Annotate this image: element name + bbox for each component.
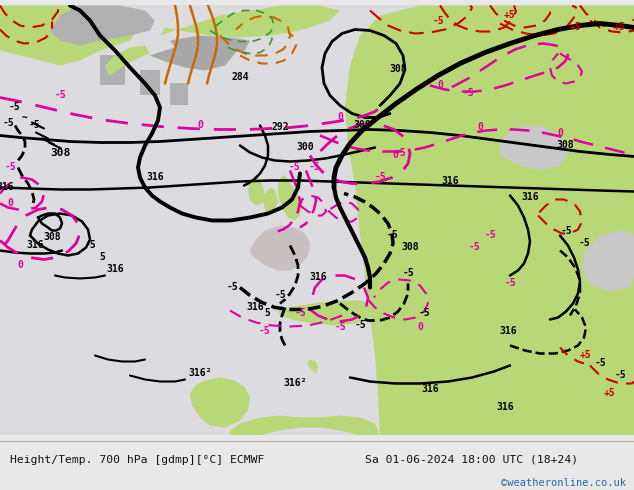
Text: 316: 316 [521, 193, 539, 202]
Polygon shape [582, 230, 634, 291]
Polygon shape [0, 5, 634, 436]
Polygon shape [150, 41, 235, 71]
Polygon shape [307, 360, 318, 373]
Text: Sa 01-06-2024 18:00 UTC (18+24): Sa 01-06-2024 18:00 UTC (18+24) [365, 455, 578, 465]
Text: 316: 316 [0, 182, 14, 193]
Text: -5: -5 [54, 91, 66, 100]
Text: -5: -5 [394, 148, 406, 158]
Text: -5: -5 [419, 309, 431, 318]
Text: -5: -5 [462, 89, 474, 98]
Text: -5: -5 [259, 326, 271, 337]
Polygon shape [250, 225, 310, 270]
Text: 308: 308 [43, 232, 61, 243]
Text: +5: +5 [579, 350, 591, 361]
Text: 5: 5 [99, 252, 105, 263]
Text: -5: -5 [334, 322, 346, 333]
Text: 316: 316 [246, 302, 264, 313]
Text: -5: -5 [4, 163, 16, 172]
Polygon shape [230, 416, 380, 436]
Text: -5: -5 [432, 16, 444, 25]
Text: ©weatheronline.co.uk: ©weatheronline.co.uk [501, 478, 626, 488]
Polygon shape [160, 5, 340, 38]
Text: -5: -5 [386, 230, 398, 241]
Text: 0: 0 [417, 322, 423, 333]
Text: -5: -5 [294, 309, 306, 318]
Text: -5: -5 [469, 243, 481, 252]
Text: 5: 5 [264, 309, 270, 318]
Text: 316: 316 [106, 265, 124, 274]
Polygon shape [278, 300, 375, 325]
Polygon shape [170, 83, 188, 105]
Polygon shape [170, 35, 250, 55]
Text: +5: +5 [614, 23, 626, 32]
Text: 316²: 316² [188, 368, 212, 378]
Text: 316: 316 [421, 385, 439, 394]
Polygon shape [140, 71, 160, 96]
Text: -5: -5 [560, 226, 572, 237]
Polygon shape [0, 10, 140, 66]
Polygon shape [278, 175, 302, 220]
Text: 0: 0 [392, 150, 398, 161]
Text: -5: -5 [309, 163, 321, 172]
Text: -5: -5 [29, 121, 41, 130]
Text: 316: 316 [441, 175, 459, 186]
Polygon shape [190, 377, 250, 427]
Text: -5: -5 [594, 359, 606, 368]
Polygon shape [345, 5, 634, 436]
Text: -5: -5 [289, 163, 301, 172]
Text: -5: -5 [84, 241, 96, 250]
Polygon shape [50, 5, 155, 46]
Text: -5: -5 [9, 102, 21, 113]
Text: -5: -5 [614, 370, 626, 381]
Text: 316²: 316² [283, 378, 307, 389]
Text: ~: ~ [22, 113, 28, 122]
Text: 300: 300 [296, 143, 314, 152]
Text: 308: 308 [556, 141, 574, 150]
Text: 308: 308 [389, 65, 407, 74]
Text: 308: 308 [353, 121, 371, 130]
Text: +5: +5 [504, 10, 516, 21]
Text: 316: 316 [309, 272, 327, 283]
Text: +5: +5 [604, 389, 616, 398]
Text: 316: 316 [499, 326, 517, 337]
Polygon shape [100, 55, 125, 85]
Text: -5: -5 [504, 278, 516, 289]
Text: -5: -5 [274, 291, 286, 300]
Text: 0: 0 [437, 80, 443, 91]
Text: 316: 316 [26, 241, 44, 250]
Text: -5: -5 [354, 320, 366, 330]
Text: 316: 316 [496, 402, 514, 413]
Text: -5: -5 [484, 230, 496, 241]
Text: -5: -5 [402, 269, 414, 278]
Text: -5: -5 [374, 172, 386, 182]
Text: 308: 308 [401, 243, 419, 252]
Text: 0: 0 [337, 113, 343, 122]
Text: 308: 308 [50, 148, 70, 158]
Text: 0: 0 [17, 261, 23, 270]
Text: +5: +5 [569, 23, 581, 32]
Text: 284: 284 [231, 73, 249, 82]
Polygon shape [105, 46, 150, 75]
Text: 292: 292 [271, 122, 289, 132]
Text: 0: 0 [7, 198, 13, 209]
Text: 0: 0 [197, 121, 203, 130]
Polygon shape [248, 175, 265, 205]
Polygon shape [500, 125, 570, 171]
Polygon shape [0, 5, 120, 46]
Text: -5: -5 [2, 119, 14, 128]
Text: -5: -5 [226, 283, 238, 293]
Text: -5: -5 [579, 239, 591, 248]
Text: 0: 0 [557, 128, 563, 139]
Polygon shape [263, 188, 278, 216]
Text: 0: 0 [477, 122, 483, 132]
Text: 316: 316 [146, 172, 164, 182]
Text: Height/Temp. 700 hPa [gdmp][°C] ECMWF: Height/Temp. 700 hPa [gdmp][°C] ECMWF [10, 455, 264, 465]
